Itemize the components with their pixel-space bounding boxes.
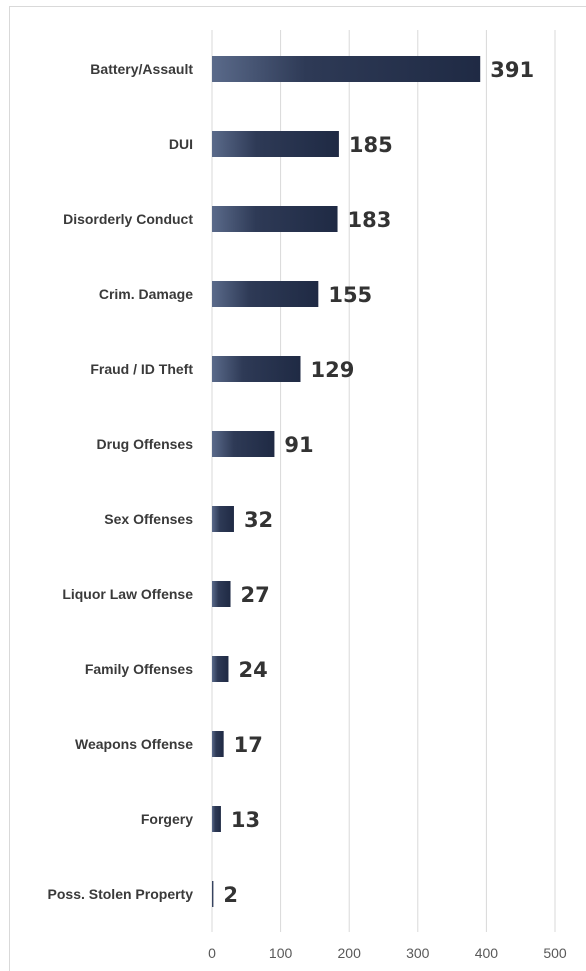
x-tick-label: 500: [543, 945, 567, 961]
value-label: 155: [328, 283, 372, 307]
bar: [212, 206, 338, 232]
value-label: 185: [349, 133, 393, 157]
bar: [212, 131, 339, 157]
value-label: 391: [490, 58, 534, 82]
bars: [212, 56, 480, 907]
x-axis-tick-labels: 0 100 200 300 400 500: [208, 945, 567, 961]
value-label: 24: [238, 658, 267, 682]
value-label: 27: [241, 583, 270, 607]
category-label: Family Offenses: [85, 661, 193, 677]
value-label: 13: [231, 808, 260, 832]
value-label: 91: [284, 433, 313, 457]
category-label: Fraud / ID Theft: [90, 361, 193, 377]
category-label: DUI: [169, 136, 193, 152]
x-tick-label: 400: [475, 945, 499, 961]
value-label: 129: [310, 358, 354, 382]
category-label: Sex Offenses: [104, 511, 193, 527]
bar: [212, 581, 231, 607]
x-tick-label: 100: [269, 945, 293, 961]
gridlines: [212, 30, 555, 932]
category-label: Disorderly Conduct: [63, 211, 193, 227]
x-tick-label: 0: [208, 945, 216, 961]
value-label: 32: [244, 508, 273, 532]
bar: [212, 731, 224, 757]
category-label: Battery/Assault: [90, 61, 193, 77]
value-label: 2: [223, 883, 238, 907]
category-label: Drug Offenses: [97, 436, 194, 452]
bar: [212, 806, 221, 832]
bar: [212, 506, 234, 532]
value-labels: 391 185 183 155 129 91 32 27 24 17 13 2: [223, 58, 534, 907]
value-label: 183: [348, 208, 392, 232]
category-label: Poss. Stolen Property: [48, 886, 194, 902]
category-labels: Battery/Assault DUI Disorderly Conduct Crim…: [48, 61, 194, 902]
category-label: Crim. Damage: [99, 286, 193, 302]
category-label: Weapons Offense: [75, 736, 193, 752]
bar: [212, 356, 300, 382]
value-label: 17: [234, 733, 263, 757]
bar: [212, 56, 480, 82]
bar: [212, 431, 274, 457]
bar: [212, 281, 318, 307]
category-label: Forgery: [141, 811, 193, 827]
bar: [212, 881, 213, 907]
bar: [212, 656, 228, 682]
x-tick-label: 300: [406, 945, 430, 961]
category-label: Liquor Law Offense: [62, 586, 193, 602]
x-tick-label: 200: [338, 945, 362, 961]
